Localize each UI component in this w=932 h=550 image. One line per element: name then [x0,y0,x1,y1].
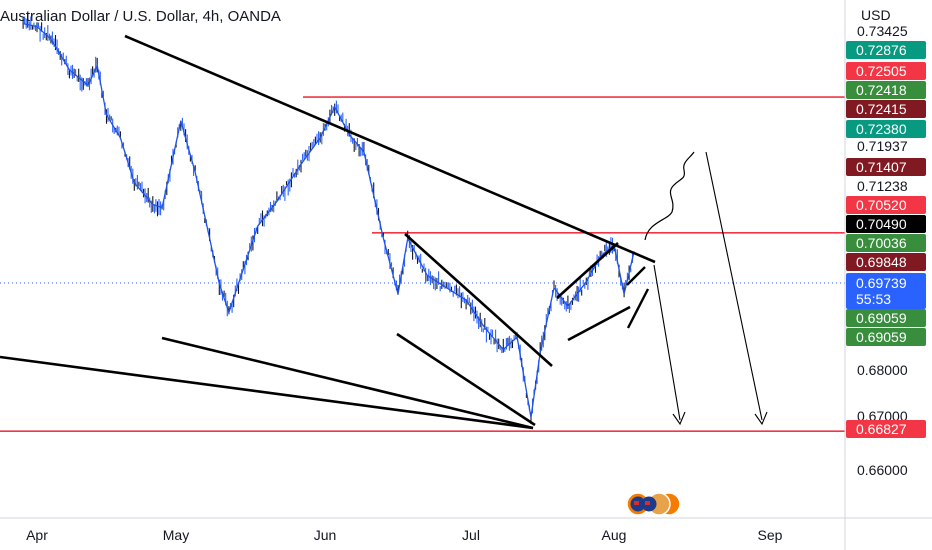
countdown-label: 55:53 [856,291,891,307]
time-tick-label: Aug [602,527,627,543]
price-tag-label: 0.72418 [856,82,907,98]
time-tick-label: Jun [314,527,337,543]
time-tick-label: Apr [26,527,48,543]
price-tick-label: 0.66000 [857,462,908,478]
channel-upper-line[interactable] [404,233,553,367]
price-tag-label: 0.72505 [856,63,907,79]
price-tick-label: 0.71238 [857,178,908,194]
price-tag-label: 0.72876 [856,42,907,58]
price-tag-label: 0.70036 [856,235,907,251]
wedge-lower-line[interactable] [567,305,631,342]
down-arrow-short-head [672,411,686,426]
down-arrow-short[interactable] [653,264,681,421]
wedge-upper-line[interactable] [556,242,619,299]
price-tick-label: 0.73425 [857,23,908,39]
price-tag[interactable] [846,62,926,80]
price-tag[interactable] [846,234,926,252]
flag-cross-icon-2 [645,501,650,505]
flag-upper-line[interactable] [626,266,646,286]
price-tag[interactable] [846,309,926,327]
channel-lower-line[interactable] [396,332,536,427]
flag-cross-icon [634,501,639,505]
down-arrow-long[interactable] [705,151,763,421]
price-tag-label: 0.72380 [856,121,907,137]
flag-lower-line[interactable] [626,288,650,329]
down-arrow-long-head [754,411,768,426]
price-tag[interactable] [846,120,926,138]
support-line-short[interactable] [161,336,534,430]
price-tag[interactable] [846,196,926,214]
price-tag-label: 0.69059 [856,310,907,326]
price-tag[interactable] [846,41,926,59]
event-flags[interactable] [624,491,684,517]
price-tag[interactable] [846,100,926,118]
price-tag[interactable] [846,420,926,438]
price-tick-label: 0.71937 [857,138,908,154]
currency-label: USD [861,7,891,23]
current-price-label: 0.69739 [856,275,907,291]
price-tag-label: 0.66827 [856,421,907,437]
chart-title: Australian Dollar / U.S. Dollar, 4h, OAN… [0,8,281,25]
price-tick-label: 0.68000 [857,362,908,378]
descending-trendline[interactable] [124,34,656,264]
projection-wave[interactable] [644,151,695,241]
time-tick-label: May [163,527,189,543]
time-tick-label: Sep [758,527,783,543]
price-tag[interactable] [846,215,926,233]
price-tag-label: 0.69059 [856,329,907,345]
current-price-tag[interactable] [846,273,926,309]
price-tag-label: 0.70520 [856,197,907,213]
price-tag[interactable] [846,328,926,346]
price-tag[interactable] [846,158,926,176]
support-line-long[interactable] [0,355,534,430]
drawings-layer [0,34,768,430]
price-tag-label: 0.72415 [856,101,907,117]
price-tag[interactable] [846,81,926,99]
price-tag-label: 0.70490 [856,216,907,232]
plot-area[interactable] [0,13,845,432]
price-tag-label: 0.71407 [856,159,907,175]
price-tag-label: 0.69848 [856,254,907,270]
time-tick-label: Jul [462,527,480,543]
price-tag[interactable] [846,253,926,271]
